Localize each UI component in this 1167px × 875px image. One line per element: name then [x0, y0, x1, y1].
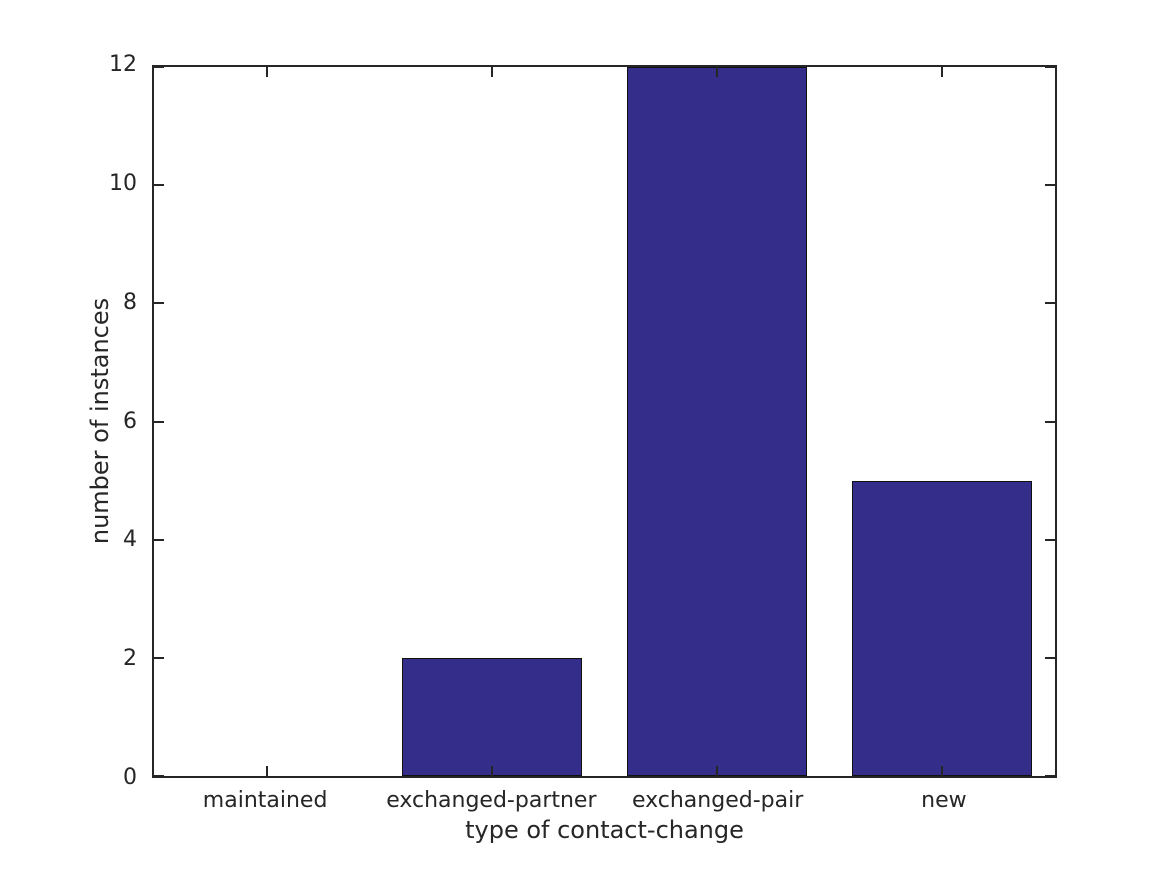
x-tick-mark: [941, 766, 944, 776]
y-tick-mark: [154, 538, 164, 541]
y-tick-mark: [1045, 66, 1055, 68]
y-tick-mark: [1045, 538, 1055, 541]
bar-new: [852, 480, 1033, 776]
y-tick-mark: [154, 184, 164, 187]
plot-area: [152, 65, 1057, 778]
x-tick-mark: [490, 67, 493, 77]
y-tick-mark: [154, 656, 164, 659]
x-tick-mark: [265, 67, 268, 77]
x-tick-mark: [490, 766, 493, 776]
y-tick-mark: [154, 775, 164, 777]
y-tick-mark: [1045, 302, 1055, 305]
y-tick-label: 12: [109, 52, 137, 77]
bar-exchanged-partner: [401, 657, 582, 776]
x-tick-mark: [716, 67, 719, 77]
y-tick-label: 6: [123, 408, 137, 434]
y-tick-mark: [1045, 420, 1055, 423]
x-tick-mark: [716, 766, 719, 776]
x-tick-mark: [265, 766, 268, 776]
x-axis-label: type of contact-change: [465, 816, 744, 844]
x-tick-label-exchanged-partner: exchanged-partner: [386, 788, 597, 813]
y-tick-mark: [154, 420, 164, 423]
y-tick-mark: [154, 302, 164, 305]
y-tick-label: 0: [123, 765, 137, 790]
y-tick-mark: [1045, 775, 1055, 777]
y-tick-label: 10: [109, 170, 137, 196]
y-tick-label: 8: [123, 289, 137, 315]
y-tick-mark: [1045, 656, 1055, 659]
y-tick-mark: [154, 66, 164, 68]
x-tick-label-exchanged-pair: exchanged-pair: [631, 788, 804, 813]
x-tick-label-new: new: [921, 788, 967, 813]
y-tick-label: 2: [123, 646, 137, 672]
y-tick-label: 4: [123, 527, 137, 553]
y-tick-mark: [1045, 184, 1055, 187]
bar-exchanged-pair: [627, 67, 808, 776]
x-tick-label-maintained: maintained: [202, 788, 328, 813]
x-tick-mark: [941, 67, 944, 77]
